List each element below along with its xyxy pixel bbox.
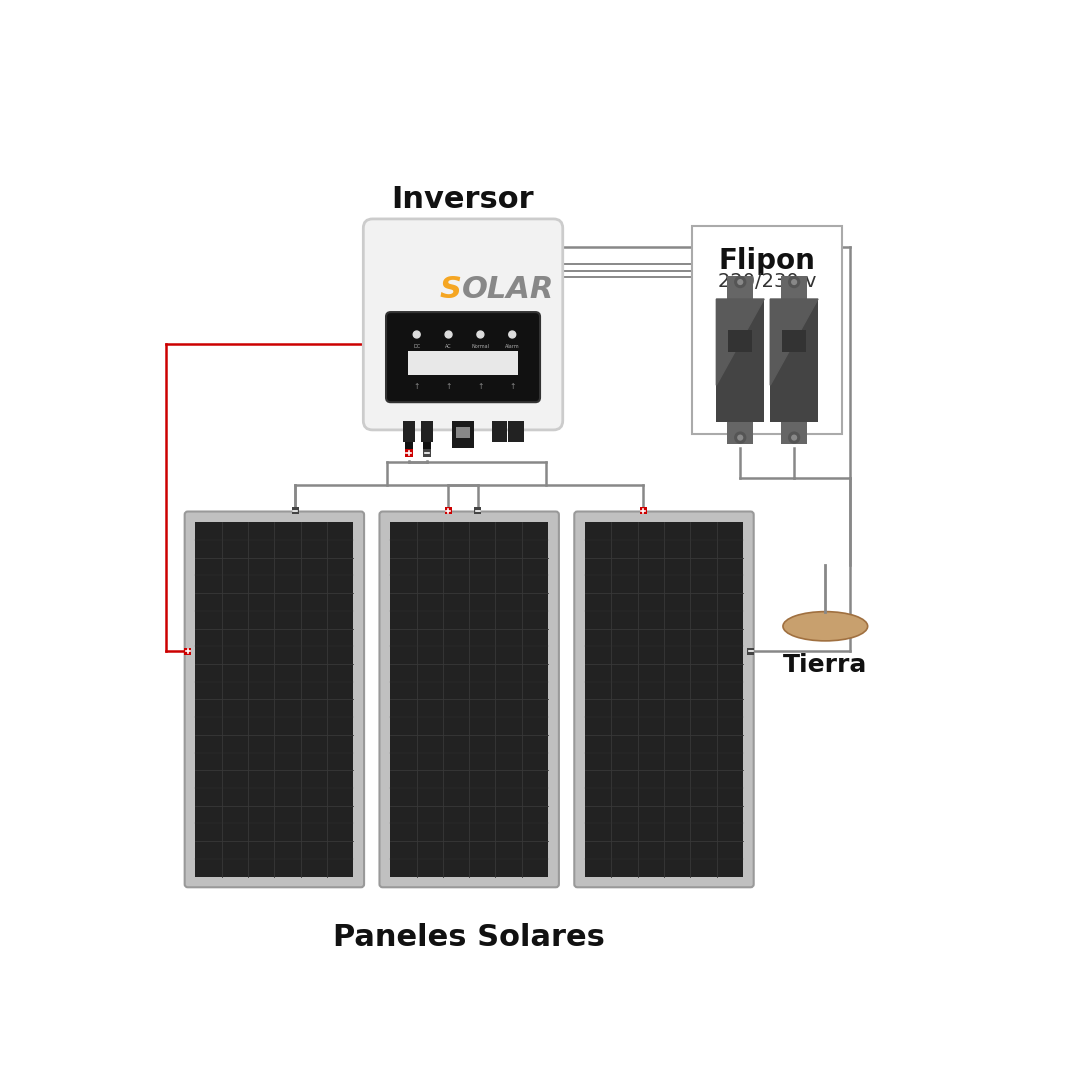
Text: AC: AC — [445, 343, 451, 349]
Bar — [770, 299, 818, 422]
Bar — [423, 449, 431, 457]
Circle shape — [414, 332, 420, 338]
Text: Alarm: Alarm — [505, 343, 519, 349]
Bar — [474, 508, 482, 514]
Bar — [421, 421, 433, 442]
Text: Flipon: Flipon — [718, 247, 815, 275]
Bar — [445, 508, 451, 514]
Text: S: S — [440, 275, 461, 305]
Bar — [781, 422, 807, 444]
Text: Paneles Solares: Paneles Solares — [334, 922, 605, 951]
Bar — [405, 442, 413, 450]
Text: 220/230 v: 220/230 v — [718, 272, 816, 291]
Bar — [728, 329, 752, 352]
Bar — [509, 421, 524, 442]
Bar — [195, 523, 353, 877]
Polygon shape — [716, 299, 764, 386]
Text: Tierra: Tierra — [783, 653, 867, 677]
Bar — [692, 226, 842, 434]
Ellipse shape — [783, 611, 867, 640]
Circle shape — [791, 279, 797, 285]
FancyBboxPatch shape — [386, 312, 540, 402]
Bar — [639, 508, 647, 514]
Bar — [405, 449, 413, 457]
Circle shape — [734, 275, 746, 288]
Text: ↑: ↑ — [414, 381, 420, 391]
Circle shape — [791, 434, 797, 441]
Circle shape — [734, 431, 746, 444]
Circle shape — [477, 332, 484, 338]
Bar — [185, 648, 191, 654]
Polygon shape — [770, 299, 818, 386]
Bar — [408, 351, 518, 375]
Circle shape — [738, 279, 743, 285]
FancyBboxPatch shape — [379, 512, 558, 888]
Bar — [403, 421, 415, 442]
Text: Inversor: Inversor — [392, 186, 535, 214]
FancyBboxPatch shape — [185, 512, 364, 888]
Bar — [292, 508, 299, 514]
Bar — [716, 299, 764, 422]
Text: ↑: ↑ — [509, 381, 515, 391]
Bar — [585, 523, 743, 877]
Circle shape — [788, 431, 800, 444]
Bar — [747, 648, 754, 654]
Text: Normal: Normal — [471, 343, 489, 349]
Bar — [727, 422, 754, 444]
Text: OLAR: OLAR — [461, 275, 554, 305]
Bar — [491, 421, 507, 442]
Bar — [453, 421, 474, 447]
FancyBboxPatch shape — [363, 219, 563, 430]
Circle shape — [738, 434, 743, 441]
Bar — [390, 523, 549, 877]
Circle shape — [445, 332, 453, 338]
Text: ↑: ↑ — [445, 381, 451, 391]
Bar — [456, 427, 470, 437]
Bar — [423, 442, 431, 450]
Bar — [782, 329, 806, 352]
Text: DC: DC — [414, 343, 420, 349]
FancyBboxPatch shape — [575, 512, 754, 888]
Circle shape — [509, 332, 516, 338]
Circle shape — [788, 275, 800, 288]
Text: ↑: ↑ — [477, 381, 484, 391]
Bar — [727, 275, 754, 299]
Bar — [781, 275, 807, 299]
